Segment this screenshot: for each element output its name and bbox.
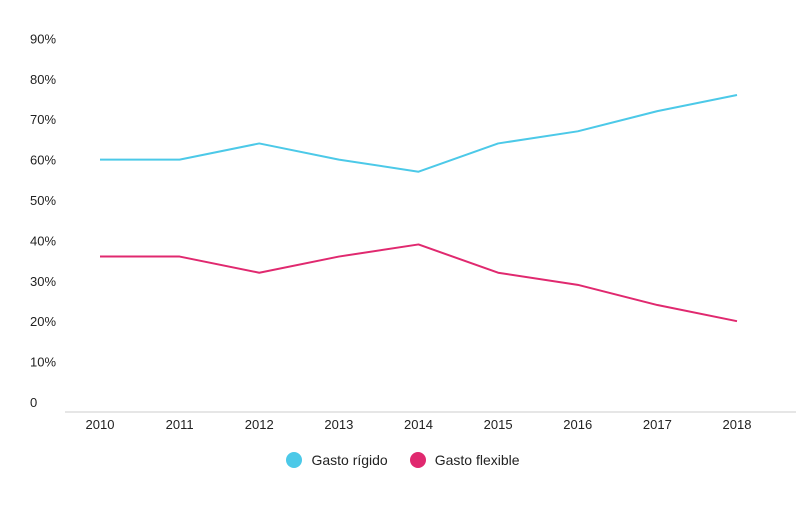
y-tick-label: 10%: [30, 355, 56, 370]
y-tick-label: 20%: [30, 314, 56, 329]
x-tick-label: 2017: [643, 417, 672, 432]
x-tick-label: 2015: [484, 417, 513, 432]
series-lines: [100, 93, 738, 323]
y-tick-label: 60%: [30, 153, 56, 168]
legend-swatch-gasto-flexible: [409, 452, 426, 468]
y-tick-label: 90%: [30, 31, 56, 46]
series-line-gasto-rigido[interactable]: [100, 93, 738, 173]
x-tick-label: 2011: [166, 417, 194, 432]
y-tick-label: 0: [30, 395, 37, 410]
x-axis-ticks: 2010 2011 2012 2013 2014 2015 2016 2017 2018: [86, 417, 752, 432]
y-tick-label: 70%: [30, 112, 56, 127]
y-axis-ticks: 0 10% 20% 30% 40% 50% 60% 70% 80% 90%: [30, 31, 56, 410]
x-tick-label: 2013: [324, 417, 353, 432]
legend-item-gasto-flexible[interactable]: Gasto flexible: [409, 452, 520, 468]
legend: Gasto rígido Gasto flexible: [0, 452, 806, 468]
legend-swatch-gasto-rigido: [286, 452, 303, 468]
y-tick-label: 40%: [30, 233, 56, 248]
y-tick-label: 80%: [30, 72, 56, 87]
x-tick-label: 2018: [723, 417, 752, 432]
legend-item-gasto-rigido[interactable]: Gasto rígido: [286, 452, 388, 468]
series-line-gasto-flexible[interactable]: [100, 243, 738, 323]
y-tick-label: 30%: [30, 274, 56, 289]
legend-label-gasto-flexible: Gasto flexible: [434, 452, 520, 468]
legend-label-gasto-rigido: Gasto rígido: [311, 452, 388, 468]
x-tick-label: 2010: [86, 417, 115, 432]
x-tick-label: 2014: [404, 417, 433, 432]
y-tick-label: 50%: [30, 193, 56, 208]
x-tick-label: 2012: [245, 417, 274, 432]
x-tick-label: 2016: [563, 417, 592, 432]
